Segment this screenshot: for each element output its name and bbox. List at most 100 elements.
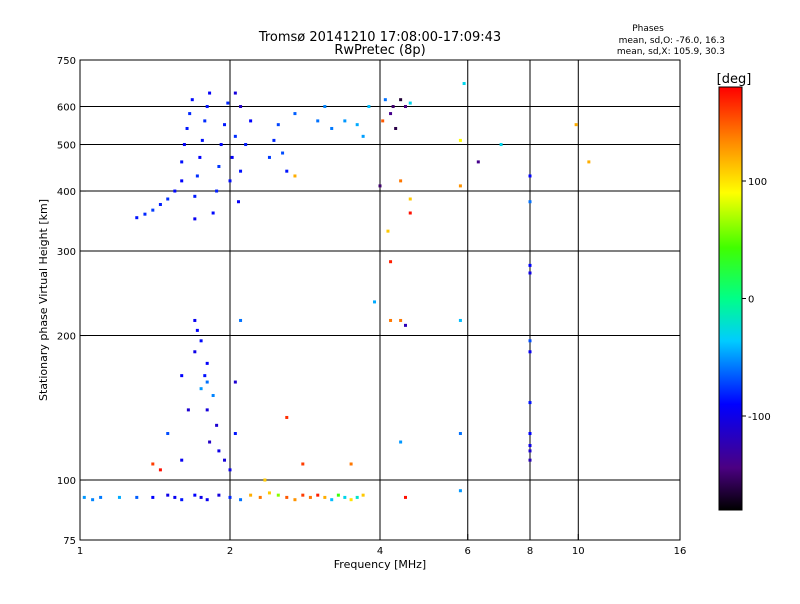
data-point [228, 179, 232, 183]
data-point [211, 394, 215, 398]
y-tick-label: 600 [57, 103, 76, 114]
data-point [323, 105, 327, 109]
x-tick-label: 10 [572, 546, 585, 557]
data-point [403, 495, 407, 499]
data-point [180, 374, 184, 378]
data-point [211, 211, 215, 215]
data-point [193, 194, 197, 198]
data-point [217, 164, 221, 168]
data-point [180, 498, 184, 502]
x-tick-label: 2 [227, 546, 233, 557]
data-point [233, 91, 237, 95]
phase-stats-o: mean, sd,O: -76.0, 16.3 [619, 36, 725, 46]
data-point [117, 495, 121, 499]
data-point [249, 119, 253, 123]
data-point [203, 374, 207, 378]
data-point [205, 361, 209, 365]
data-point [316, 119, 320, 123]
data-point [528, 200, 532, 204]
data-point [343, 495, 347, 499]
data-point [528, 271, 532, 275]
data-point [244, 143, 248, 147]
data-point [239, 498, 243, 502]
chart-title: Tromsø 20141210 17:08:00-17:09:43 [258, 30, 501, 45]
data-point [186, 408, 190, 412]
data-point [293, 112, 297, 116]
chart-subtitle: RwPretec (8p) [334, 43, 425, 58]
data-point [158, 468, 162, 472]
data-point [386, 229, 390, 233]
data-point [223, 458, 227, 462]
data-point [267, 155, 271, 159]
data-point [267, 491, 271, 495]
phase-stats-heading: Phases [632, 24, 664, 34]
x-tick-label: 4 [377, 546, 383, 557]
data-point [528, 401, 532, 405]
colorbar [718, 86, 743, 511]
colorbar-tick-label: 100 [748, 177, 767, 188]
data-point [223, 123, 227, 127]
axis-ticks: 1 2 4 6 8 10 16 75 100 200 300 400 500 600 750 [57, 56, 686, 557]
data-point [173, 189, 177, 193]
y-tick-label: 300 [57, 247, 76, 258]
data-point [528, 444, 532, 448]
data-point [528, 174, 532, 178]
data-point [151, 462, 155, 466]
data-point [349, 498, 353, 502]
grid-lines [80, 60, 680, 540]
data-point [330, 498, 334, 502]
data-point [462, 82, 466, 86]
data-point [226, 101, 230, 105]
data-point [316, 493, 320, 497]
data-point [180, 179, 184, 183]
data-point [193, 350, 197, 354]
data-point [528, 339, 532, 343]
data-point [208, 91, 212, 95]
data-point [228, 495, 232, 499]
data-point [394, 126, 398, 130]
data-point [276, 123, 280, 127]
phase-stats-x: mean, sd,X: 105.9, 30.3 [617, 47, 725, 57]
data-point [381, 119, 385, 123]
data-point [408, 211, 412, 215]
y-tick-label: 500 [57, 141, 76, 152]
data-point [403, 105, 407, 109]
data-point [82, 495, 86, 499]
data-point [574, 123, 578, 127]
data-point [135, 495, 139, 499]
data-point [458, 184, 462, 188]
data-point [215, 423, 219, 427]
y-tick-label: 750 [57, 56, 76, 67]
data-point [203, 119, 207, 123]
data-point [389, 318, 393, 322]
data-point [208, 440, 212, 444]
data-point [458, 432, 462, 436]
data-point [193, 217, 197, 221]
data-point [258, 495, 262, 499]
data-point [199, 495, 203, 499]
data-point [458, 138, 462, 142]
data-point [199, 387, 203, 391]
data-point [195, 174, 199, 178]
data-point [135, 216, 139, 220]
data-point [228, 468, 232, 472]
data-point [166, 197, 170, 201]
y-tick-label: 200 [57, 332, 76, 343]
data-point [408, 101, 412, 105]
data-point [499, 143, 503, 147]
x-tick-label: 16 [674, 546, 687, 557]
data-point [158, 202, 162, 206]
data-point [215, 189, 219, 193]
y-tick-label: 75 [63, 536, 76, 547]
colorbar-tick-label: 0 [748, 295, 754, 306]
data-point [193, 318, 197, 322]
data-point [343, 119, 347, 123]
data-point [239, 169, 243, 173]
data-point [166, 432, 170, 436]
data-point [233, 380, 237, 384]
data-point [195, 328, 199, 332]
data-point [367, 105, 371, 109]
data-point [143, 212, 147, 216]
data-point [151, 495, 155, 499]
